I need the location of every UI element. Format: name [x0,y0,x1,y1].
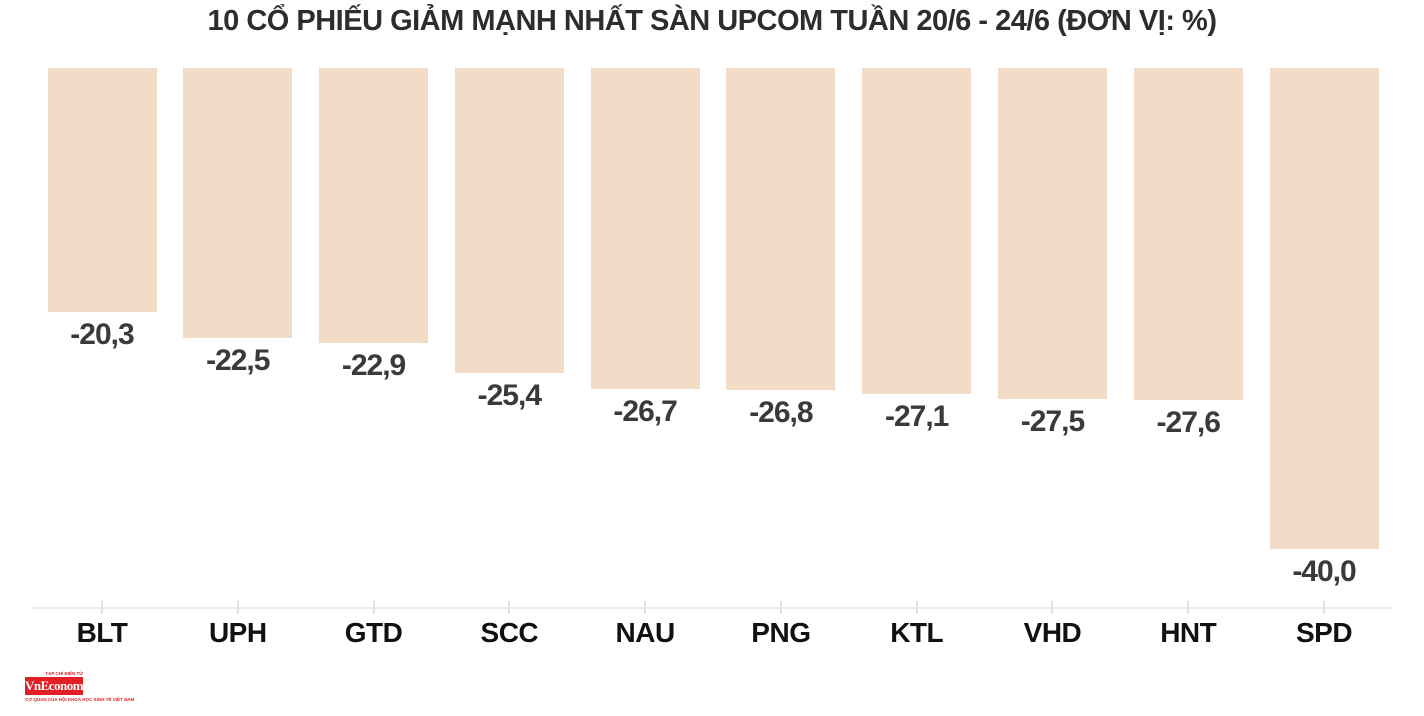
x-axis-line [33,607,1393,609]
category-label: GTD [344,617,403,648]
logo-tagline-bottom: CƠ QUAN CỦA HỘI KHOA HỌC KINH TẾ VIỆT NA… [25,697,135,702]
value-label: -20,3 [70,318,134,351]
category-label: SCC [480,617,539,648]
value-label: -22,9 [341,349,406,382]
vneconomy-logo: VnEconomy [25,677,90,695]
bar [183,68,293,338]
bar [1269,68,1379,549]
value-label: -25,4 [477,379,542,412]
axis-tick [1051,601,1054,614]
bar [454,68,564,373]
category-label: NAU [615,617,676,648]
bar [47,68,157,312]
axis-tick [915,601,918,614]
value-label: -26,7 [613,395,677,428]
bar [997,68,1107,399]
axis-tick [644,601,647,614]
page-title: 10 CỔ PHIẾU GIẢM MẠNH NHẤT SÀN UPCOM TUẦ… [207,5,1217,37]
value-label: -22,5 [206,344,270,377]
category-label: BLT [76,617,128,648]
value-label: -27,6 [1156,406,1221,439]
category-label: PNG [751,617,811,648]
axis-tick [779,601,782,614]
axis-tick [236,601,239,614]
bar [319,68,429,343]
axis-tick [1323,601,1326,614]
logo-tagline-top: TẠP CHÍ ĐIỆN TỬ [45,671,83,676]
axis-tick [1187,601,1190,614]
category-label: VHD [1023,617,1082,648]
axis-tick [508,601,511,614]
bar [590,68,700,389]
value-label: -40,0 [1292,555,1356,588]
category-label: SPD [1295,617,1353,648]
category-label: UPH [208,617,267,648]
axis-tick [372,601,375,614]
value-label: -26,8 [749,396,813,429]
value-label: -27,1 [884,400,949,433]
value-label: -27,5 [1020,405,1085,438]
axis-tick [101,601,103,614]
category-label: KTL [890,617,944,648]
bar [862,68,972,394]
bar [726,68,836,390]
bar [1133,68,1243,400]
category-label: HNT [1160,617,1217,648]
logo-text: VnEconomy [25,678,90,693]
